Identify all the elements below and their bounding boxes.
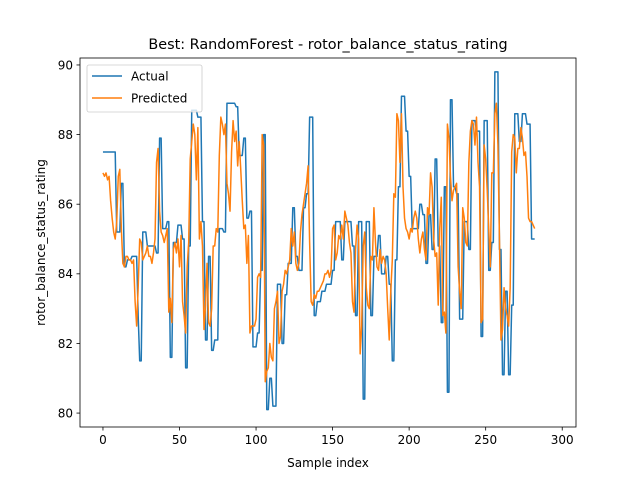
legend-label-actual: Actual bbox=[131, 70, 169, 84]
y-tick-label: 90 bbox=[58, 58, 73, 72]
x-axis-label: Sample index bbox=[287, 456, 369, 470]
x-tick-label: 100 bbox=[245, 433, 268, 447]
legend-label-predicted: Predicted bbox=[131, 92, 187, 106]
chart-title: Best: RandomForest - rotor_balance_statu… bbox=[148, 37, 507, 53]
series-line-predicted bbox=[102, 102, 536, 383]
y-axis-label: rotor_balance_status_rating bbox=[34, 159, 48, 326]
x-tick-label: 0 bbox=[99, 433, 107, 447]
x-tick-label: 250 bbox=[474, 433, 497, 447]
plot-frame bbox=[79, 57, 577, 428]
x-axis-ticks: 0 50 100 150 200 250 300 bbox=[99, 427, 574, 447]
x-tick-label: 200 bbox=[398, 433, 421, 447]
y-tick-label: 82 bbox=[58, 337, 73, 351]
y-tick-label: 86 bbox=[58, 198, 73, 212]
series-line-actual bbox=[102, 71, 535, 411]
y-tick-label: 80 bbox=[58, 406, 73, 420]
y-axis-ticks: 80 82 84 86 88 90 bbox=[58, 58, 80, 420]
series-lines bbox=[102, 71, 536, 411]
y-tick-label: 84 bbox=[58, 267, 73, 281]
legend: Actual Predicted bbox=[86, 64, 203, 113]
y-tick-label: 88 bbox=[58, 128, 73, 142]
x-tick-label: 50 bbox=[172, 433, 187, 447]
x-tick-label: 150 bbox=[321, 433, 344, 447]
x-tick-label: 300 bbox=[551, 433, 574, 447]
